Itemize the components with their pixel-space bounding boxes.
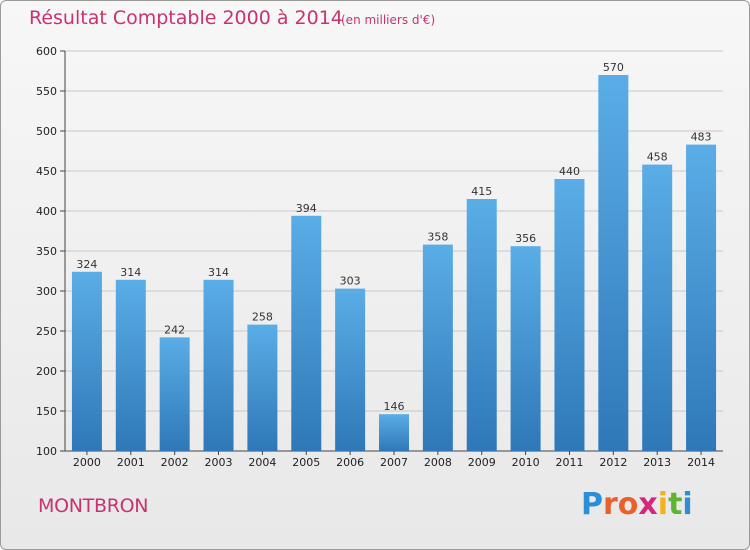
bar-2003 [203,279,234,451]
commune-name: MONTBRON [38,495,149,517]
y-tick-label: 550 [36,85,57,98]
x-tick-label: 2001 [117,456,145,469]
bar-2004 [247,324,278,451]
data-labels: 324 314 242 314 258 394 303 146 358 415 356 440 570 4… [76,61,711,413]
chart-title: Résultat Comptable 2000 à 2014 [29,7,343,29]
bar-2010 [510,246,541,451]
data-label-2009: 415 [471,185,492,198]
bar-2011 [554,179,585,451]
data-label-2010: 356 [515,232,536,245]
x-tick-label: 2011 [555,456,583,469]
logo-letter: t [668,487,683,522]
bar-2012 [598,75,629,451]
y-tick-label: 450 [36,165,57,178]
x-tick-label: 2003 [205,456,233,469]
bars [71,75,717,451]
data-label-2008: 358 [427,231,448,244]
data-label-2007: 146 [384,400,405,413]
y-tick-label: 600 [36,45,57,58]
data-label-2005: 394 [296,202,317,215]
bar-2008 [422,244,453,451]
x-tick-label: 2013 [643,456,671,469]
bar-2001 [115,279,146,451]
x-tick-label: 2004 [248,456,276,469]
logo-letter: o [617,487,639,522]
x-tick-label: 2009 [468,456,496,469]
x-tick-label: 2002 [161,456,189,469]
proxiti-logo: Proxiti [581,487,693,522]
x-tick-label: 2014 [687,456,715,469]
x-tick-label: 2006 [336,456,364,469]
x-tick-label: 2010 [512,456,540,469]
y-tick-label: 100 [36,445,57,458]
bar-2013 [642,164,673,451]
y-tick-label: 350 [36,245,57,258]
x-tick-label: 2007 [380,456,408,469]
bar-2006 [335,288,366,451]
logo-letter: i [682,487,693,522]
y-tick-label: 500 [36,125,57,138]
logo-letter: x [638,487,658,522]
data-label-2011: 440 [559,165,580,178]
data-label-2002: 242 [164,323,185,336]
logo-letter: r [603,487,618,522]
data-label-2014: 483 [691,131,712,144]
y-tick-label: 300 [36,285,57,298]
bar-2009 [466,199,497,451]
y-tick-label: 250 [36,325,57,338]
logo-letter: i [657,487,669,522]
logo-letter: P [581,487,603,522]
y-tick-label: 150 [36,405,57,418]
y-tick-label: 400 [36,205,57,218]
data-label-2003: 314 [208,266,229,279]
data-label-2004: 258 [252,311,273,324]
data-label-2000: 324 [76,258,97,271]
x-tick-label: 2012 [599,456,627,469]
data-label-2001: 314 [120,266,141,279]
x-tick-label: 2005 [292,456,320,469]
x-tick-label: 2000 [73,456,101,469]
data-label-2013: 458 [647,151,668,164]
bar-2002 [159,337,190,451]
data-label-2006: 303 [340,275,361,288]
bar-2000 [71,271,102,451]
bar-2014 [686,144,717,451]
x-tick-label: 2008 [424,456,452,469]
bar-2005 [291,215,322,451]
bar-2007 [379,414,409,451]
data-label-2012: 570 [603,61,624,74]
y-tick-label: 200 [36,365,57,378]
chart-subtitle: (en milliers d'€) [341,13,436,27]
